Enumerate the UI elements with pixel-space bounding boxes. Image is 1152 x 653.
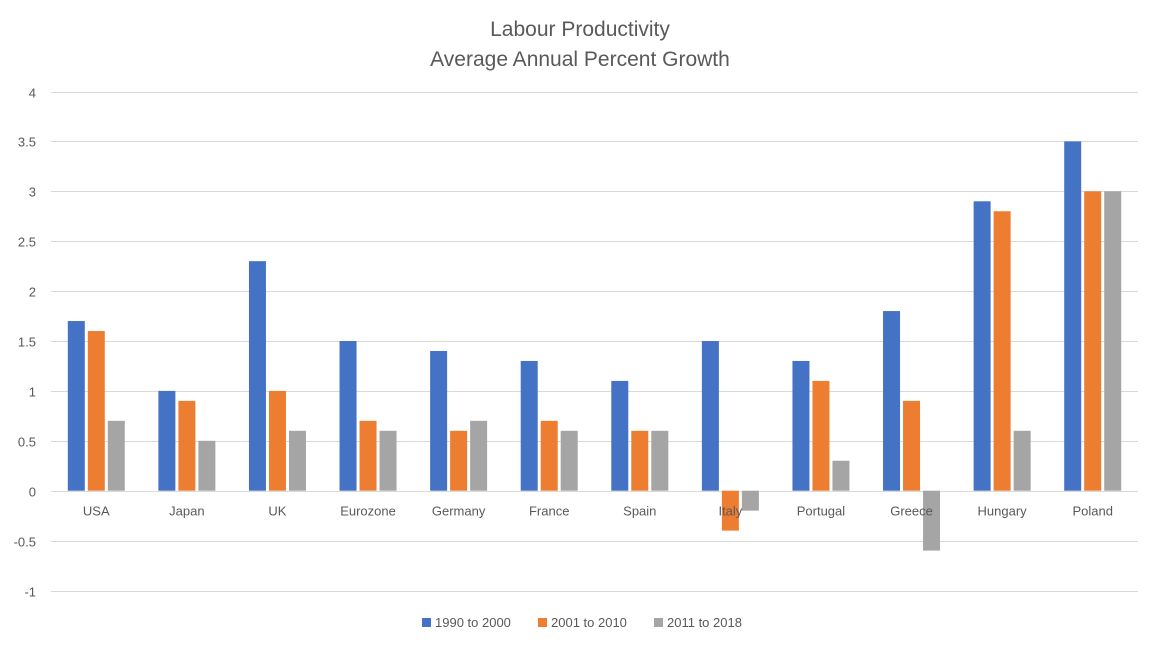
y-tick-label: 0 <box>29 485 36 500</box>
bar-france-series-2 <box>540 420 558 491</box>
y-tick-label: 1.5 <box>18 335 36 350</box>
x-tick-label: France <box>529 504 569 519</box>
x-tick-label: USA <box>83 504 110 519</box>
bar-spain-series-2 <box>631 430 649 491</box>
bars <box>67 141 1122 551</box>
chart-title-line-1: Labour Productivity <box>490 18 670 41</box>
legend-swatch-3 <box>654 618 663 627</box>
bar-hungary-series-2 <box>993 211 1011 491</box>
y-tick-label: 3.5 <box>18 135 36 150</box>
x-tick-label: Germany <box>432 504 486 519</box>
bar-japan-series-2 <box>178 400 196 491</box>
x-tick-label: Portugal <box>797 504 846 519</box>
x-axis-category-labels: USA Japan UK Eurozone Germany France Spain Ital… <box>83 504 1113 519</box>
legend-label-3: 2011 to 2018 <box>667 615 742 630</box>
bar-greece-series-3 <box>923 490 941 551</box>
y-tick-label: -1 <box>24 585 36 600</box>
y-tick-label: 0.5 <box>18 435 36 450</box>
bar-greece-series-2 <box>903 400 921 491</box>
x-tick-label: UK <box>268 504 286 519</box>
bar-germany-series-2 <box>450 430 468 491</box>
x-tick-label: Italy <box>718 504 742 519</box>
gridlines <box>51 92 1138 592</box>
bar-uk-series-3 <box>288 430 306 491</box>
bar-greece-series-1 <box>883 311 901 491</box>
y-tick-label: 3 <box>29 185 36 200</box>
y-tick-label: -0.5 <box>14 535 36 550</box>
bar-uk-series-1 <box>248 261 266 491</box>
bar-france-series-3 <box>560 430 578 491</box>
bar-italy-series-3 <box>741 490 759 511</box>
x-tick-label: Eurozone <box>340 504 396 519</box>
bar-portugal-series-2 <box>812 380 830 491</box>
bar-italy-series-2 <box>721 490 739 531</box>
bar-spain-series-3 <box>651 430 669 491</box>
y-tick-label: 2 <box>29 285 36 300</box>
legend-swatch-2 <box>538 618 547 627</box>
bar-hungary-series-1 <box>973 201 991 491</box>
bar-usa-series-3 <box>107 420 125 491</box>
bar-portugal-series-1 <box>792 360 810 491</box>
bar-usa-series-2 <box>87 331 105 491</box>
bar-germany-series-1 <box>430 350 448 491</box>
y-tick-label: 4 <box>29 86 36 101</box>
x-tick-label: Greece <box>890 504 933 519</box>
y-tick-label: 1 <box>29 385 36 400</box>
legend: 1990 to 2000 2001 to 2010 2011 to 2018 <box>422 615 742 630</box>
x-tick-label: Poland <box>1072 504 1112 519</box>
x-tick-label: Japan <box>169 504 204 519</box>
legend-label-1: 1990 to 2000 <box>435 615 511 630</box>
chart-title-line-2: Average Annual Percent Growth <box>430 48 730 71</box>
x-tick-label: Hungary <box>978 504 1028 519</box>
bar-japan-series-1 <box>158 390 176 491</box>
bar-eurozone-series-2 <box>359 420 377 491</box>
bar-eurozone-series-1 <box>339 341 357 491</box>
bar-poland-series-3 <box>1104 191 1122 491</box>
bar-italy-series-1 <box>701 341 719 491</box>
bar-france-series-1 <box>520 360 538 491</box>
bar-uk-series-2 <box>268 390 286 491</box>
y-tick-label: 2.5 <box>18 235 36 250</box>
bar-germany-series-3 <box>470 420 488 491</box>
y-axis-tick-labels: -1 -0.5 0 0.5 1 1.5 2 2.5 3 3.5 4 <box>14 86 36 600</box>
bar-poland-series-1 <box>1064 141 1082 491</box>
bar-hungary-series-3 <box>1013 430 1031 491</box>
legend-label-2: 2001 to 2010 <box>551 615 627 630</box>
bar-japan-series-3 <box>198 440 216 491</box>
bar-portugal-series-3 <box>832 460 850 491</box>
bar-usa-series-1 <box>67 321 85 491</box>
x-tick-label: Spain <box>623 504 656 519</box>
bar-eurozone-series-3 <box>379 430 397 491</box>
legend-swatch-1 <box>422 618 431 627</box>
bar-spain-series-1 <box>611 380 629 491</box>
bar-poland-series-2 <box>1084 191 1102 491</box>
